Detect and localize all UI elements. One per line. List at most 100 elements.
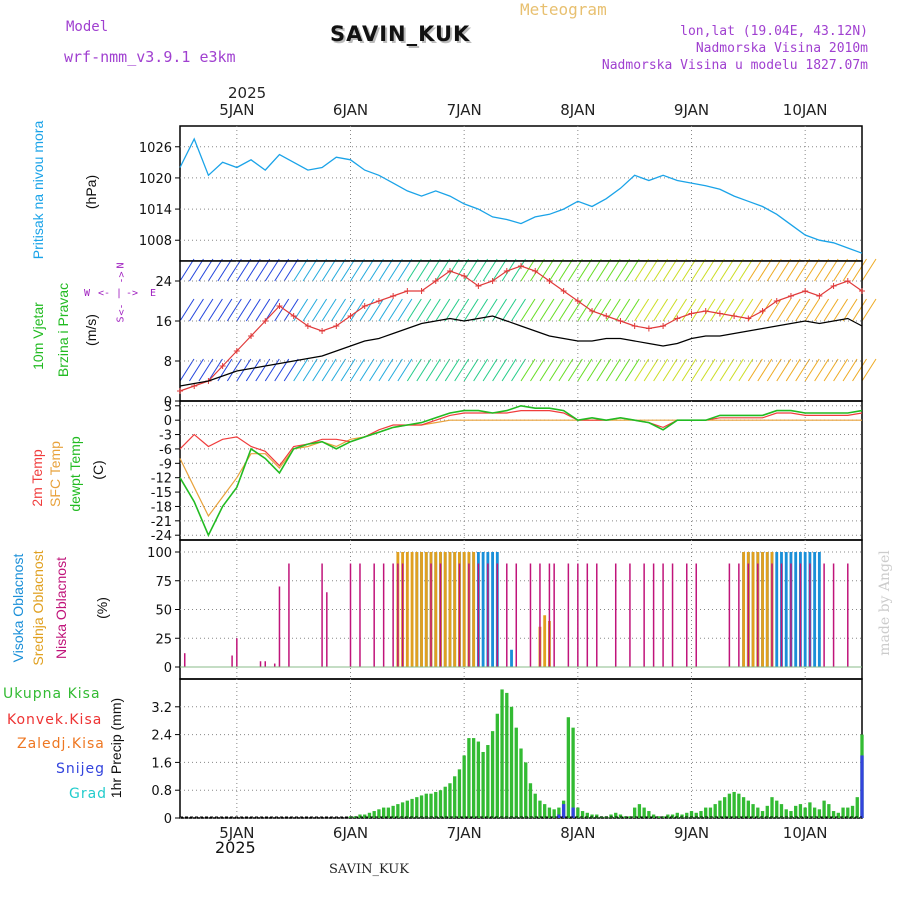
precip-snow-bar bbox=[561, 804, 566, 818]
model-value: wrf-nmm_v3.9.1 e3km bbox=[64, 48, 236, 66]
cloud-low-bar bbox=[458, 563, 461, 667]
wind-barb bbox=[435, 298, 451, 322]
wind-barb bbox=[312, 298, 328, 322]
wind-barb bbox=[681, 298, 697, 322]
wind-barb bbox=[776, 358, 792, 382]
precip-rain-bar bbox=[812, 807, 817, 818]
wind-barb bbox=[511, 258, 526, 282]
wind-barb bbox=[795, 358, 811, 382]
cloud-mid-bar bbox=[405, 552, 409, 667]
wind-barb bbox=[511, 298, 526, 322]
cloud-mid-bar bbox=[410, 552, 414, 667]
wind-barb bbox=[255, 298, 271, 322]
precip-rain-bar bbox=[756, 807, 760, 818]
precip-rain-bar bbox=[817, 809, 822, 818]
pressure-line bbox=[179, 137, 863, 254]
wind-barb bbox=[236, 298, 252, 322]
wind-barb bbox=[539, 358, 555, 382]
wind-barb bbox=[492, 258, 508, 282]
wind-gust-marker bbox=[461, 273, 468, 279]
precip-rain-bar bbox=[495, 713, 499, 818]
wind-barb bbox=[293, 258, 309, 282]
temp-frame bbox=[179, 400, 863, 541]
wind-barb bbox=[198, 258, 214, 282]
precip-rain-bar bbox=[514, 727, 518, 818]
wind-barb bbox=[189, 258, 204, 282]
wind-barb bbox=[378, 258, 394, 282]
legend-snijeg: Snijeg bbox=[56, 761, 106, 777]
wind-barb bbox=[255, 358, 271, 382]
wind-barb bbox=[615, 258, 631, 282]
cloud-low-bar bbox=[349, 563, 352, 667]
wind-barb bbox=[719, 358, 735, 382]
wind-barb bbox=[785, 358, 801, 382]
wind-barb bbox=[548, 258, 564, 282]
precip-rain-bar bbox=[642, 807, 646, 818]
precip-rain-bar bbox=[585, 812, 589, 818]
precip-rain-bar bbox=[595, 814, 599, 818]
wind-barb bbox=[350, 258, 365, 282]
cloud-low-bar bbox=[832, 563, 835, 667]
cloud-low-bar bbox=[183, 653, 186, 667]
wind-barb bbox=[255, 258, 271, 282]
wind-gust-marker bbox=[802, 288, 809, 294]
wind-barb bbox=[207, 298, 223, 322]
cloud-low-bar bbox=[738, 563, 740, 667]
wind-barb bbox=[653, 358, 669, 382]
wind-barb bbox=[691, 298, 706, 322]
wind-barb bbox=[350, 298, 365, 322]
precip-rain-bar bbox=[533, 793, 537, 818]
model-altitude-label: Nadmorska Visina u modelu 1827.07m bbox=[601, 58, 868, 73]
wind-barb bbox=[710, 298, 725, 322]
cloud-low-bar bbox=[577, 563, 579, 667]
precip-rain-bar bbox=[453, 776, 457, 818]
cloud-high-bar bbox=[481, 552, 485, 667]
wind-barb bbox=[179, 298, 195, 322]
precip-rain-bar bbox=[609, 814, 613, 818]
cloud-low-bar bbox=[468, 563, 470, 667]
precip-rain-bar bbox=[737, 793, 741, 818]
precip-rain-bar bbox=[798, 804, 803, 818]
cloud-low-bar bbox=[686, 563, 688, 667]
wind-gust-marker bbox=[503, 268, 510, 274]
cloud-low-bar bbox=[823, 563, 825, 667]
precip-tick-label: 0.8 bbox=[151, 784, 172, 799]
cloud-low-bar bbox=[401, 563, 404, 667]
top-day-label: 7JAN bbox=[447, 101, 482, 119]
precip-rain-bar bbox=[500, 689, 504, 818]
wind-barb bbox=[842, 258, 858, 282]
precip-rain-bar bbox=[704, 807, 708, 818]
wind-barb bbox=[710, 358, 725, 382]
wind-gust-marker bbox=[276, 303, 283, 309]
wind-barb bbox=[226, 258, 242, 282]
cloud-low-bar bbox=[586, 563, 589, 667]
cloud-low-bar bbox=[771, 563, 773, 667]
wind-barb bbox=[558, 358, 574, 382]
wind-barb bbox=[814, 258, 830, 282]
wind-barb bbox=[492, 358, 508, 382]
wind-barb bbox=[350, 358, 365, 382]
precip-rain-bar bbox=[670, 814, 675, 818]
wind-gust-marker bbox=[631, 323, 638, 329]
precip-rain-bar bbox=[386, 807, 391, 818]
precip-rain-bar bbox=[363, 814, 367, 818]
wind-gust-marker bbox=[432, 278, 439, 284]
lonlat-label: lon,lat (19.04E, 43.12N) bbox=[680, 24, 868, 39]
wind-gust-marker bbox=[518, 263, 524, 269]
precip-rain-bar bbox=[765, 805, 769, 818]
wind-gust-marker bbox=[773, 298, 780, 304]
wind-barb bbox=[435, 258, 451, 282]
cloud-tick-label: 100 bbox=[147, 546, 172, 561]
cloud-mid-bar bbox=[420, 552, 423, 667]
wind-barb bbox=[624, 358, 640, 382]
cloud-mid-bar bbox=[462, 552, 466, 667]
precip-rain-bar bbox=[405, 800, 409, 818]
cloud-low-bar bbox=[496, 563, 499, 667]
wind-barb bbox=[463, 298, 479, 322]
wind-barb bbox=[728, 258, 744, 282]
wind-barb bbox=[369, 298, 384, 322]
compass-arrow-right: -> bbox=[126, 288, 139, 299]
wind-gust-marker bbox=[361, 303, 368, 309]
cloud-mid-bar bbox=[448, 552, 452, 667]
